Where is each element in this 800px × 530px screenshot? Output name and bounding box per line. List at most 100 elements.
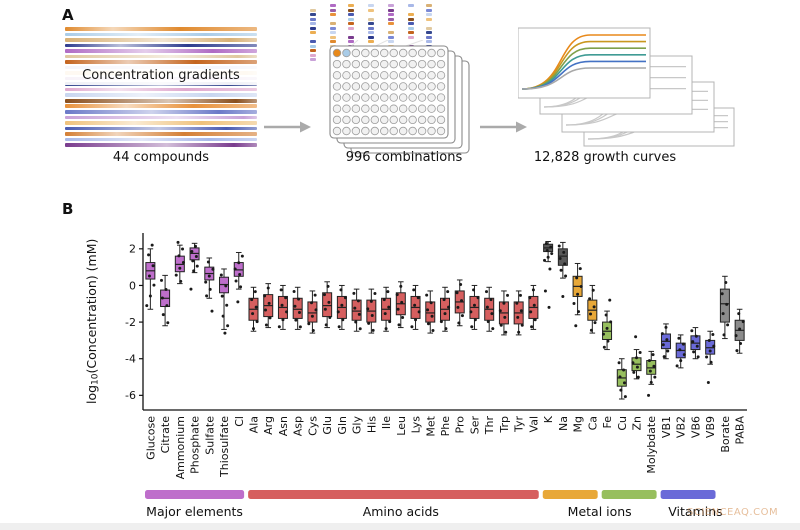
watermark: SCIENCEAQ.COM <box>687 507 779 518</box>
data-point <box>547 305 551 309</box>
dispense-dot <box>426 8 432 12</box>
data-point <box>544 242 548 246</box>
data-point <box>366 307 370 311</box>
well <box>427 71 436 80</box>
data-point <box>400 300 404 304</box>
data-point <box>369 299 373 303</box>
well-plates-svg <box>329 40 470 154</box>
data-point <box>371 328 375 332</box>
data-point <box>354 320 358 324</box>
data-point <box>279 288 283 292</box>
data-point <box>150 243 154 247</box>
well <box>427 104 436 113</box>
well <box>408 93 417 102</box>
well <box>332 93 342 102</box>
data-point <box>618 375 622 379</box>
dispense-dot <box>388 4 394 8</box>
well <box>398 71 408 80</box>
data-point <box>339 288 343 292</box>
data-point <box>617 361 621 365</box>
well <box>436 115 446 125</box>
data-point <box>358 327 362 331</box>
x-tick-label: VB2 <box>675 416 688 438</box>
data-point <box>486 320 490 324</box>
box-na <box>557 248 568 266</box>
data-point <box>324 323 328 327</box>
gradient-stripe <box>65 115 257 120</box>
x-tick-label: Glu <box>321 416 334 435</box>
well <box>351 71 361 80</box>
y-axis-label-prefix: log <box>84 384 99 404</box>
data-point <box>604 313 608 317</box>
gradient-stripe <box>65 137 257 142</box>
arrow-right-icon <box>480 121 527 133</box>
dispense-dot <box>426 26 432 30</box>
well <box>342 115 351 125</box>
x-tick-label: Asp <box>292 416 305 436</box>
dispense-dot <box>310 40 316 44</box>
data-point <box>293 304 297 308</box>
group-label: Vitamins <box>668 504 722 519</box>
data-point <box>660 332 664 336</box>
data-point <box>426 308 430 312</box>
dispense-dot <box>348 22 354 26</box>
dispense-dot <box>388 22 394 26</box>
x-tick-label: Borate <box>719 416 732 453</box>
x-tick-label: Thr <box>483 416 496 436</box>
data-point <box>396 307 400 311</box>
dispense-dot <box>310 49 316 53</box>
data-point <box>690 329 694 333</box>
growth-curve <box>521 67 646 90</box>
dispense-dot <box>388 13 394 17</box>
data-point <box>550 252 554 256</box>
data-point <box>267 301 271 305</box>
x-tick-label: Ala <box>247 416 260 433</box>
data-point <box>240 254 244 258</box>
x-tick-label: Val <box>527 416 540 432</box>
data-point <box>707 338 711 342</box>
data-point <box>516 315 520 319</box>
data-point <box>191 259 195 263</box>
well <box>427 82 436 91</box>
well <box>417 71 427 80</box>
gradient-stripe <box>65 109 257 114</box>
data-point <box>734 334 738 338</box>
group-label: Major elements <box>146 504 243 519</box>
data-point <box>294 318 298 322</box>
data-point <box>572 301 576 305</box>
data-point <box>579 285 583 289</box>
x-tick-label: Ser <box>468 416 481 435</box>
dispense-dot <box>408 17 414 21</box>
caption-curves: 12,828 growth curves <box>533 150 677 165</box>
data-point <box>356 299 360 303</box>
data-point <box>675 364 679 368</box>
data-point <box>254 305 258 309</box>
dispense-dot <box>408 13 414 17</box>
data-point <box>696 355 700 359</box>
well <box>436 71 446 80</box>
data-point <box>264 323 268 327</box>
gradient-stripe <box>65 143 257 147</box>
data-point <box>653 375 657 379</box>
data-point <box>181 247 185 251</box>
dispense-dot <box>348 8 354 12</box>
data-point <box>561 294 565 298</box>
well <box>380 82 389 91</box>
well <box>427 115 436 125</box>
well <box>427 93 436 102</box>
gradient-stripe <box>65 27 257 31</box>
well <box>342 48 351 58</box>
data-point <box>664 325 668 329</box>
x-tick-label: Pro <box>454 416 467 434</box>
data-point <box>237 261 241 265</box>
data-point <box>455 291 459 295</box>
x-tick-label: PABA <box>734 416 747 445</box>
data-point <box>722 333 726 337</box>
x-tick-label: Ca <box>586 416 599 430</box>
y-tick-label: 0 <box>129 279 136 292</box>
well <box>408 82 417 91</box>
dispense-dot <box>368 8 374 12</box>
data-point <box>310 314 314 318</box>
data-point <box>147 253 151 257</box>
